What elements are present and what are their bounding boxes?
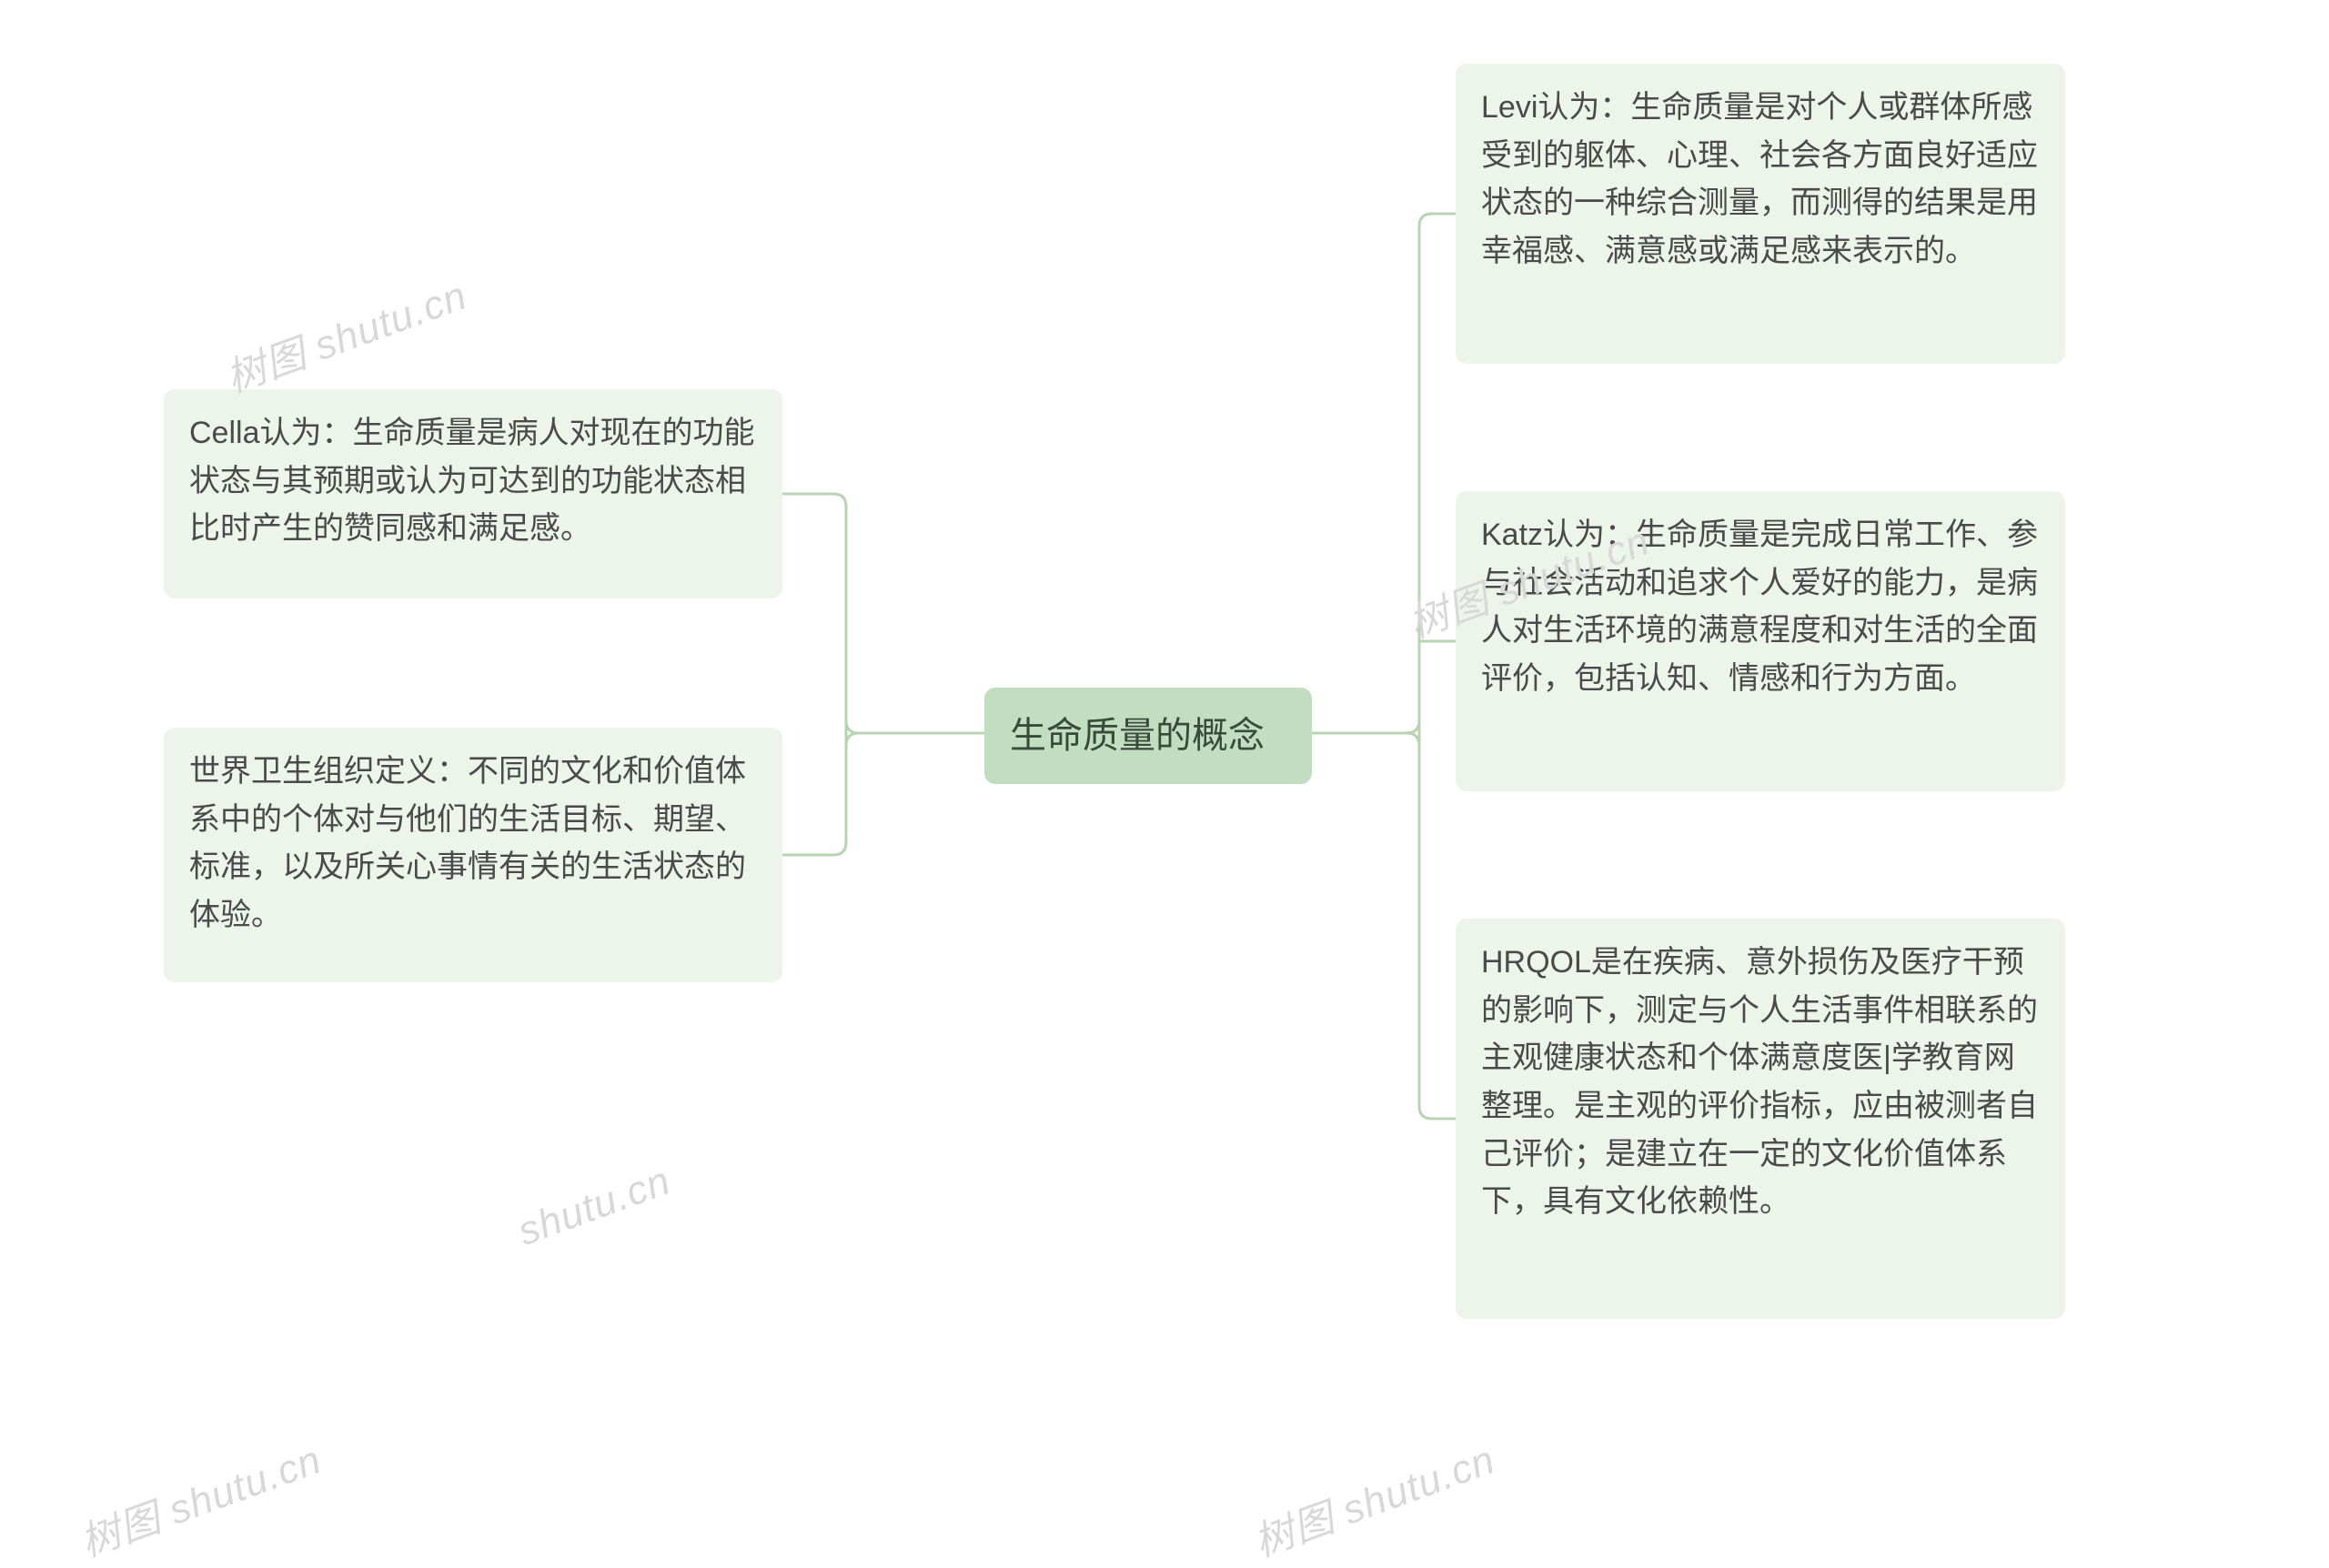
center-node-text: 生命质量的概念 xyxy=(1010,716,1265,756)
center-node: 生命质量的概念 xyxy=(984,688,1312,784)
watermark: shutu.cn xyxy=(512,1158,677,1255)
leaf-who: 世界卫生组织定义：不同的文化和价值体系中的个体对与他们的生活目标、期望、标准，以… xyxy=(164,728,782,982)
leaf-text: 世界卫生组织定义：不同的文化和价值体系中的个体对与他们的生活目标、期望、标准，以… xyxy=(189,754,746,932)
mindmap-canvas: 生命质量的概念 Cella认为：生命质量是病人对现在的功能状态与其预期或认为可达… xyxy=(0,0,2329,1557)
leaf-cella: Cella认为：生命质量是病人对现在的功能状态与其预期或认为可达到的功能状态相比… xyxy=(164,389,782,598)
watermark: 树图 shutu.cn xyxy=(1245,1427,1502,1568)
leaf-katz: Katz认为：生命质量是完成日常工作、参与社会活动和追求个人爱好的能力，是病人对… xyxy=(1456,491,2065,791)
leaf-text: Cella认为：生命质量是病人对现在的功能状态与其预期或认为可达到的功能状态相比… xyxy=(189,416,754,546)
leaf-text: HRQOL是在疾病、意外损伤及医疗干预的影响下，测定与个人生活事件相联系的主观健… xyxy=(1481,945,2038,1219)
leaf-levi: Levi认为：生命质量是对个人或群体所感受到的躯体、心理、社会各方面良好适应状态… xyxy=(1456,64,2065,364)
leaf-hrqol: HRQOL是在疾病、意外损伤及医疗干预的影响下，测定与个人生活事件相联系的主观健… xyxy=(1456,919,2065,1319)
watermark: 树图 shutu.cn xyxy=(217,263,474,404)
leaf-text: Levi认为：生命质量是对个人或群体所感受到的躯体、心理、社会各方面良好适应状态… xyxy=(1481,90,2038,268)
watermark: 树图 shutu.cn xyxy=(71,1427,328,1568)
leaf-text: Katz认为：生命质量是完成日常工作、参与社会活动和追求个人爱好的能力，是病人对… xyxy=(1481,518,2038,696)
